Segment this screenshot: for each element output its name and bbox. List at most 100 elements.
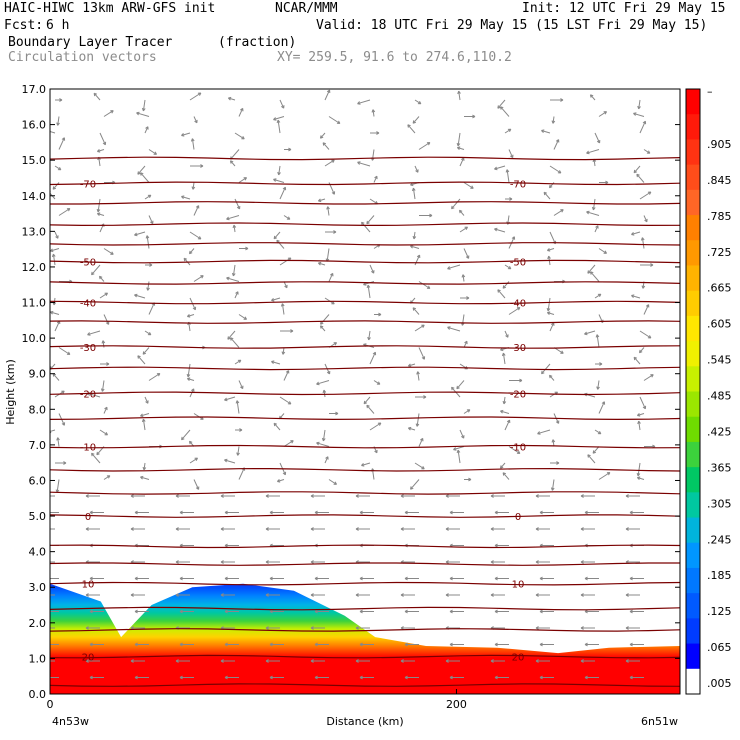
circulation-vector <box>89 642 104 647</box>
circulation-vector <box>50 644 59 645</box>
plot-frame <box>49 88 681 695</box>
circulation-vector <box>418 437 424 447</box>
circulation-vector <box>494 227 506 233</box>
circulation-vector <box>56 437 60 447</box>
circulation-vector <box>193 116 198 124</box>
circulation-vector <box>55 98 63 102</box>
circulation-vector <box>590 271 600 282</box>
circulation-vector <box>373 175 378 183</box>
circulation-vector <box>103 110 114 117</box>
circulation-vector <box>103 248 114 255</box>
colorbar-segment <box>686 114 700 141</box>
circulation-vector <box>220 560 235 564</box>
circulation-vector <box>314 642 329 647</box>
colorbar-segment <box>686 290 700 317</box>
circulation-vector <box>404 510 419 515</box>
colorbar-segment <box>686 668 700 695</box>
isotherm-label: -70 <box>510 179 526 190</box>
circulation-vector <box>269 609 284 614</box>
circulation-vector <box>374 312 382 317</box>
circulation-vector <box>100 380 105 392</box>
circulation-vector <box>494 642 509 647</box>
circulation-vector <box>326 206 330 216</box>
colorbar-label: .725 <box>707 246 732 259</box>
circulation-vector <box>463 340 468 348</box>
isotherm-line <box>50 300 680 305</box>
contour-line <box>50 366 680 371</box>
circulation-vector <box>175 593 190 597</box>
circulation-vector <box>410 479 420 490</box>
circulation-vector <box>537 429 551 435</box>
circulation-vector <box>633 165 641 174</box>
circulation-vector <box>175 560 190 564</box>
circulation-vector <box>87 330 101 336</box>
circulation-vector <box>238 177 248 183</box>
circulation-vector <box>457 90 461 101</box>
circulation-vector <box>145 263 153 267</box>
circulation-vector <box>58 137 66 150</box>
isotherm-label: -20 <box>80 389 96 400</box>
circulation-vector <box>587 454 596 464</box>
circulation-vector <box>639 396 647 410</box>
x-left-endpoint: 4n53w <box>52 715 89 728</box>
circulation-vector <box>175 659 190 663</box>
contour-line <box>50 242 680 246</box>
isotherm-line <box>50 345 680 349</box>
circulation-vector <box>461 274 466 282</box>
circulation-vector <box>226 215 240 221</box>
circulation-vector <box>239 246 249 251</box>
circulation-vector <box>508 446 521 454</box>
circulation-vector <box>625 593 640 597</box>
circulation-vector <box>283 215 291 220</box>
isotherm-label: 20 <box>512 653 525 664</box>
circulation-vector <box>319 325 326 332</box>
isotherm-label: 10 <box>512 580 525 591</box>
circulation-vector <box>494 609 509 614</box>
y-tick-label: 17.0 <box>22 83 47 96</box>
circulation-vector <box>458 209 465 216</box>
circulation-vector <box>418 347 426 360</box>
circulation-vector <box>324 89 331 101</box>
plot-area <box>50 89 680 694</box>
circulation-vector <box>269 675 284 680</box>
circulation-vector <box>265 527 280 531</box>
circulation-vector <box>179 510 194 515</box>
circulation-vector <box>599 180 609 185</box>
circulation-vector <box>145 235 150 249</box>
circulation-vector <box>494 675 509 680</box>
circulation-vector <box>539 675 554 680</box>
circulation-vector <box>148 149 158 155</box>
circulation-vector <box>144 194 152 200</box>
circulation-vector <box>321 429 326 442</box>
circulation-vector <box>414 99 422 105</box>
contour-line <box>50 491 680 495</box>
circulation-vector <box>276 119 281 134</box>
field1-units: (fraction) <box>218 35 297 50</box>
circulation-vector <box>52 182 60 190</box>
circulation-vector <box>220 527 235 531</box>
circulation-vector <box>598 472 611 480</box>
colorbar-label: .365 <box>707 461 732 474</box>
y-tick-label: 10.0 <box>22 332 47 345</box>
circulation-vector <box>535 494 550 498</box>
circulation-vector <box>407 363 416 368</box>
circulation-vector <box>445 560 460 564</box>
circulation-vector <box>328 272 334 282</box>
circulation-vector <box>179 642 194 647</box>
circulation-vector <box>589 94 596 101</box>
circulation-vector <box>193 275 204 282</box>
circulation-vector <box>359 510 374 515</box>
circulation-vector <box>639 191 652 200</box>
circulation-vector <box>50 131 56 134</box>
y-tick-label: 9.0 <box>29 368 47 381</box>
circulation-vector <box>283 440 294 447</box>
circulation-vector <box>551 116 556 124</box>
circulation-vector <box>140 475 150 480</box>
circulation-vector <box>220 494 235 498</box>
colorbar-segment <box>686 567 700 594</box>
circulation-vector <box>412 307 420 315</box>
circulation-vector <box>310 494 325 498</box>
circulation-vector <box>445 659 460 663</box>
circulation-vector <box>96 212 105 216</box>
circulation-vector <box>445 527 460 531</box>
